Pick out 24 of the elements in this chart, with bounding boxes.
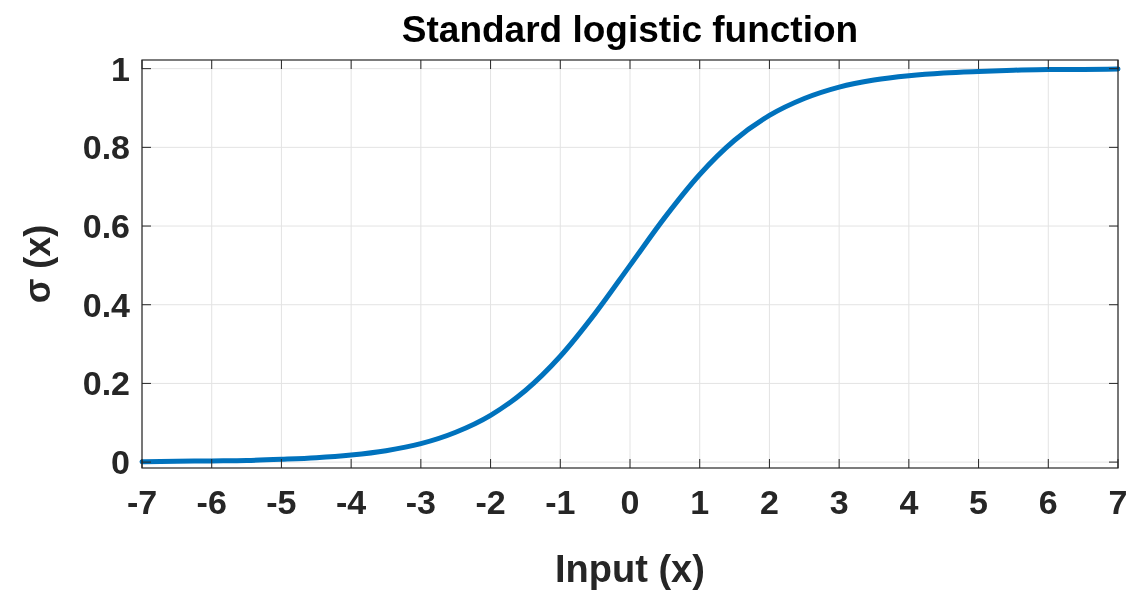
x-tick-label: 4 [899, 483, 919, 521]
x-tick-label: -3 [405, 483, 436, 521]
x-axis-title: Input (x) [555, 548, 705, 590]
x-tick-label: -1 [545, 483, 576, 521]
y-tick-label: 0.6 [82, 207, 130, 246]
y-tick-label: 0.2 [82, 364, 130, 403]
x-tick-label: 6 [1038, 483, 1058, 521]
y-tick-label: 0 [111, 443, 130, 482]
x-tick-label: 5 [969, 483, 989, 521]
x-tick-label: -7 [126, 483, 158, 521]
x-tick-label: 3 [829, 483, 849, 521]
chart-title: Standard logistic function [401, 9, 859, 50]
y-tick-label: 1 [111, 49, 130, 88]
x-tick-label: 1 [690, 483, 710, 521]
x-tick-label: -5 [266, 483, 297, 521]
x-tick-label: -4 [336, 483, 367, 521]
y-axis-title: σ (x) [17, 224, 58, 304]
x-tick-label: 2 [759, 483, 779, 521]
y-tick-label: 0.4 [82, 285, 131, 324]
x-tick-label: 7 [1108, 483, 1128, 521]
x-tick-label: -6 [196, 483, 227, 521]
x-tick-label: 0 [620, 483, 640, 521]
x-tick-label: -2 [475, 483, 506, 521]
y-tick-label: 0.8 [82, 128, 130, 167]
